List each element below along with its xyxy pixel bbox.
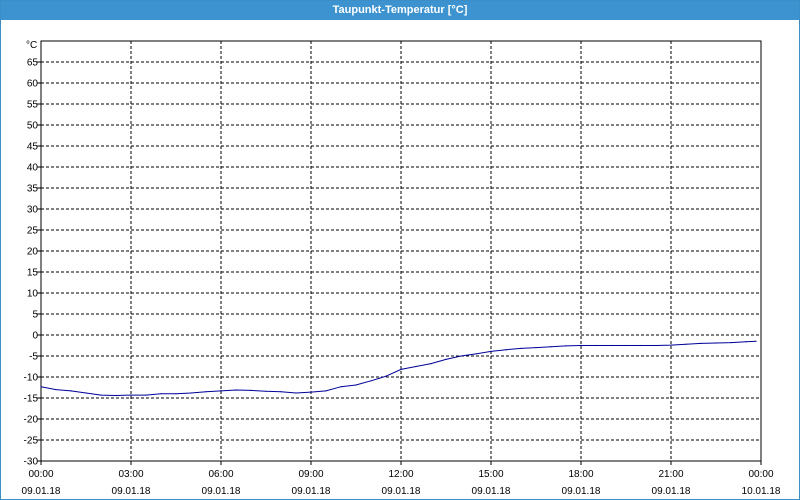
y-tick-label: 65: [27, 58, 39, 69]
data-point: [310, 391, 312, 393]
y-tick-label: -20: [24, 415, 39, 426]
y-tick-label: -10: [24, 373, 39, 384]
x-tick-date-label: 09.01.18: [22, 486, 61, 497]
window-title: Taupunkt-Temperatur [°C]: [1, 1, 799, 20]
y-tick-label: 20: [27, 247, 39, 258]
data-point: [160, 393, 162, 395]
data-point: [340, 386, 342, 388]
x-tick-time-label: 06:00: [208, 469, 233, 480]
data-point: [250, 389, 252, 391]
data-point: [415, 365, 417, 368]
data-point: [280, 391, 282, 393]
x-tick-time-label: 03:00: [118, 469, 143, 480]
data-point: [145, 394, 147, 396]
y-tick-label: 15: [27, 268, 39, 279]
y-tick-label: 0: [32, 331, 38, 342]
data-point: [370, 380, 372, 382]
x-tick-date-label: 09.01.18: [562, 486, 601, 497]
data-point: [445, 358, 447, 360]
y-tick-label: 50: [27, 121, 39, 132]
x-tick-time-label: 00:00: [748, 469, 773, 480]
data-point: [505, 349, 507, 351]
data-point: [610, 344, 612, 347]
data-point: [535, 347, 537, 349]
data-point: [550, 346, 552, 348]
data-point: [640, 344, 642, 347]
x-tick-date-label: 09.01.18: [292, 486, 331, 497]
y-tick-label: -25: [24, 436, 39, 447]
x-tick-date-label: 09.01.18: [382, 486, 421, 497]
dew-point-series-points: [40, 340, 757, 397]
data-point: [460, 355, 462, 357]
y-axis-unit-label: °C: [26, 40, 37, 51]
y-tick-label: 10: [27, 289, 39, 300]
data-point: [730, 342, 732, 344]
y-tick-label: 55: [27, 100, 39, 111]
data-point: [325, 390, 327, 392]
x-tick-time-label: 21:00: [658, 469, 683, 480]
data-point: [400, 368, 402, 370]
data-point: [130, 394, 132, 396]
data-point: [565, 345, 567, 347]
y-tick-label: -30: [24, 457, 39, 468]
x-tick-time-label: 18:00: [568, 469, 593, 480]
data-point: [655, 344, 657, 347]
data-point: [755, 340, 757, 342]
data-point: [175, 393, 177, 395]
x-tick-time-label: 09:00: [298, 469, 323, 480]
data-point: [205, 391, 207, 393]
data-point: [355, 384, 357, 386]
data-point: [745, 341, 747, 343]
data-point: [100, 394, 102, 396]
x-tick-date-label: 09.01.18: [652, 486, 691, 497]
data-point: [190, 392, 192, 394]
data-point: [580, 344, 582, 347]
data-point: [685, 343, 687, 345]
y-tick-label: 40: [27, 163, 39, 174]
data-point: [70, 390, 72, 392]
x-tick-time-label: 12:00: [388, 469, 413, 480]
x-tick-date-label: 09.01.18: [472, 486, 511, 497]
x-tick-date-label: 09.01.18: [112, 486, 151, 497]
data-point: [520, 347, 522, 349]
data-point: [595, 344, 597, 347]
y-tick-label: 30: [27, 205, 39, 216]
grid-lines: [41, 41, 761, 461]
data-point: [700, 342, 702, 344]
data-point: [295, 392, 297, 394]
y-tick-label: 45: [27, 142, 39, 153]
data-point: [235, 389, 237, 391]
data-point: [220, 390, 222, 392]
data-point: [670, 344, 672, 346]
y-tick-label: 35: [27, 184, 39, 195]
y-tick-label: -15: [24, 394, 39, 405]
x-tick-date-label: 09.01.18: [202, 486, 241, 497]
data-point: [40, 386, 42, 388]
dew-point-chart: 65605550454035302520151050-5-10-15-20-25…: [22, 40, 781, 497]
data-point: [85, 392, 87, 394]
data-point: [55, 389, 57, 391]
y-tick-label: 60: [27, 79, 39, 90]
data-point: [625, 344, 627, 347]
data-point: [265, 390, 267, 392]
data-point: [490, 350, 492, 352]
y-tick-label: 5: [32, 310, 38, 321]
data-point: [115, 394, 117, 397]
x-tick-time-label: 00:00: [28, 469, 53, 480]
data-point: [385, 375, 387, 377]
x-axis: 00:00 09.01.18 03:00 09.01.18 06:00 09.01.18 0…: [22, 461, 781, 497]
x-tick-date-label: 10.01.18: [742, 486, 781, 497]
data-point: [475, 353, 477, 355]
y-tick-label: 25: [27, 226, 39, 237]
data-point: [715, 342, 717, 344]
y-tick-label: -5: [29, 352, 38, 363]
y-axis: 65605550454035302520151050-5-10-15-20-25…: [24, 58, 41, 468]
data-point: [430, 363, 432, 365]
x-tick-time-label: 15:00: [478, 469, 503, 480]
